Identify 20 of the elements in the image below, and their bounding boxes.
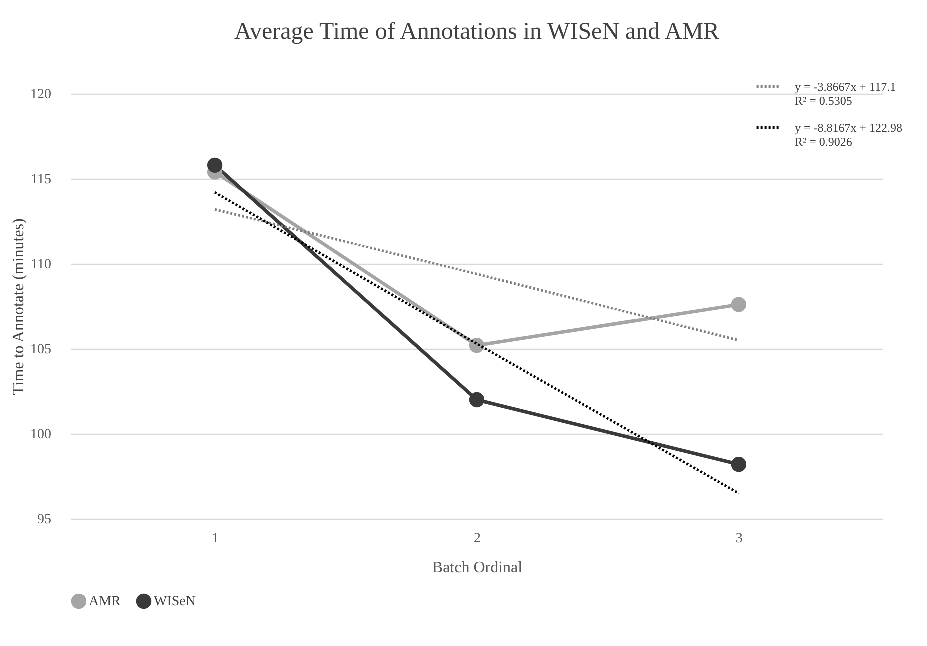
x-tick-label: 2: [474, 532, 481, 546]
y-tick-label: 100: [30, 428, 52, 442]
chart-title: Average Time of Annotations in WISeN and AMR: [234, 19, 720, 45]
point: [731, 457, 747, 472]
y-axis-title: Time to Annotate (minutes): [10, 218, 28, 396]
legend-label: AMR: [89, 594, 122, 610]
x-tick-label: 3: [736, 532, 743, 546]
x-axis-title: Batch Ordinal: [432, 560, 524, 576]
y-tick-label: 115: [31, 172, 52, 188]
y-tick-label: 95: [38, 512, 52, 528]
legend-label: y = -3.8667x + 117.1 R² = 0.5305: [795, 80, 896, 108]
point: [469, 392, 485, 408]
point: [207, 158, 223, 173]
legend-label: WISeN: [154, 594, 196, 610]
y-tick-label: 120: [30, 88, 52, 102]
point: [731, 297, 747, 312]
x-tick-label: 1: [212, 532, 220, 546]
legend-label: y = -8.8167x + 122.98 R² = 0.9026: [795, 121, 903, 149]
y-tick-label: 110: [31, 258, 52, 272]
y-tick-label: 105: [30, 342, 52, 358]
